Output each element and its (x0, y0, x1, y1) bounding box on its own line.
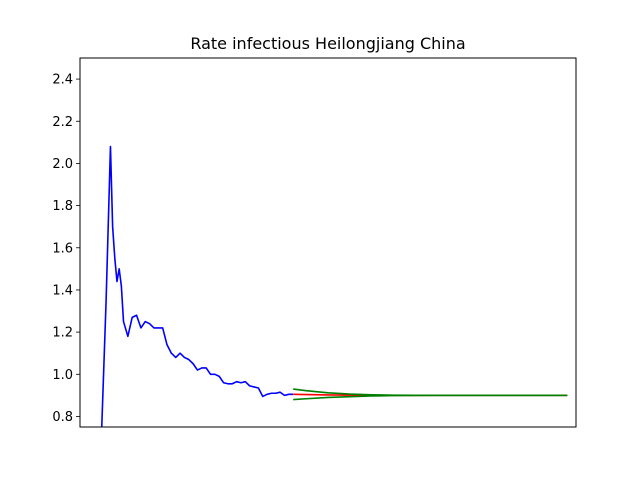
series-layer (100, 145, 568, 427)
series-line-1 (100, 145, 294, 427)
plot-frame (79, 57, 577, 428)
y-tick-label: 0.8 (52, 410, 73, 425)
y-tick-label: 2.4 (52, 73, 73, 88)
series-line-4 (293, 394, 568, 401)
y-axis: 0.8 1.0 1.2 1.4 1.6 1.8 2.0 2.2 2.4 (52, 73, 80, 425)
y-tick-label: 1.2 (52, 326, 73, 341)
y-tick-label: 1.8 (52, 199, 73, 214)
y-tick-label: 2.2 (52, 115, 73, 130)
y-tick-label: 1.6 (52, 241, 73, 256)
y-tick-label: 2.0 (52, 157, 73, 172)
chart-title: Rate infectious Heilongjiang China (190, 34, 465, 53)
y-tick-label: 1.0 (52, 368, 73, 383)
y-tick-label: 1.4 (52, 283, 73, 298)
